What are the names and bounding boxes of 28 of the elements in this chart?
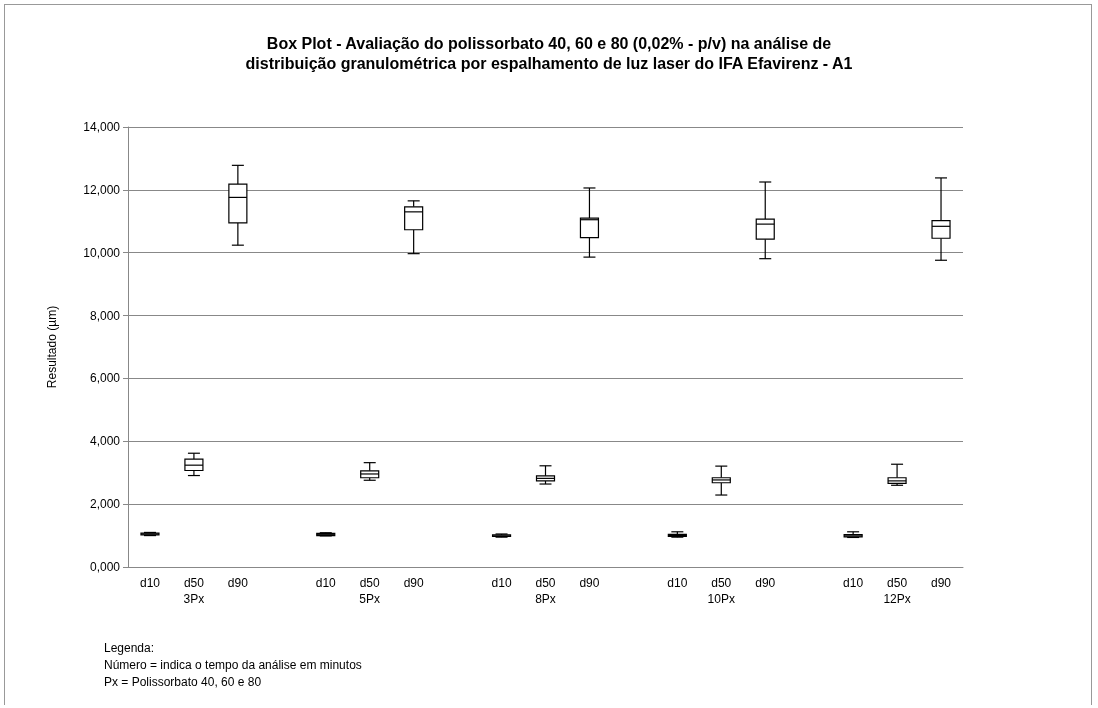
x-tick-label: d10 bbox=[139, 576, 161, 590]
x-tick-label: d50 10Px bbox=[707, 576, 735, 606]
x-tick-label: d10 bbox=[667, 576, 688, 590]
x-tick-label: d90 bbox=[931, 576, 952, 590]
y-tick-label: 10,000 bbox=[83, 245, 121, 260]
y-tick-label: 6,000 bbox=[89, 371, 121, 386]
x-tick-label: d10 bbox=[843, 576, 864, 590]
x-tick-label: d90 bbox=[579, 576, 600, 590]
x-tick-label: d90 bbox=[227, 576, 249, 590]
x-tick-label: d50 5Px bbox=[359, 576, 381, 606]
y-axis-title: Resultado (µm) bbox=[45, 305, 59, 389]
x-tick-label: d90 bbox=[403, 576, 424, 590]
x-tick-label: d50 8Px bbox=[535, 576, 556, 606]
x-tick-label: d50 12Px bbox=[883, 576, 911, 606]
text: Legenda: bbox=[104, 640, 156, 657]
y-tick-label: 0,000 bbox=[89, 560, 121, 574]
x-tick-label: d50 3Px bbox=[183, 576, 205, 606]
chart-title: Box Plot - Avaliação do polissorbato 40, 60 e 80 (0,02% - p/v) na análise de distribuição granulométrica por espalhamento de luz laser do IFA Efavirenz - A1 bbox=[245, 34, 853, 72]
y-tick-label: 12,000 bbox=[83, 182, 121, 197]
text: Px = Polissorbato 40, 60 e 80 bbox=[104, 674, 263, 691]
y-tick-label: 8,000 bbox=[89, 308, 121, 323]
x-tick-label: d90 bbox=[755, 576, 776, 590]
y-tick-label: 14,000 bbox=[83, 120, 121, 134]
text: Número = indica o tempo da análise em minutos bbox=[104, 657, 362, 674]
x-tick-label: d10 bbox=[315, 576, 337, 590]
y-tick-label: 4,000 bbox=[89, 434, 121, 449]
y-tick-label: 2,000 bbox=[89, 497, 121, 512]
x-tick-label: d10 bbox=[491, 576, 512, 590]
